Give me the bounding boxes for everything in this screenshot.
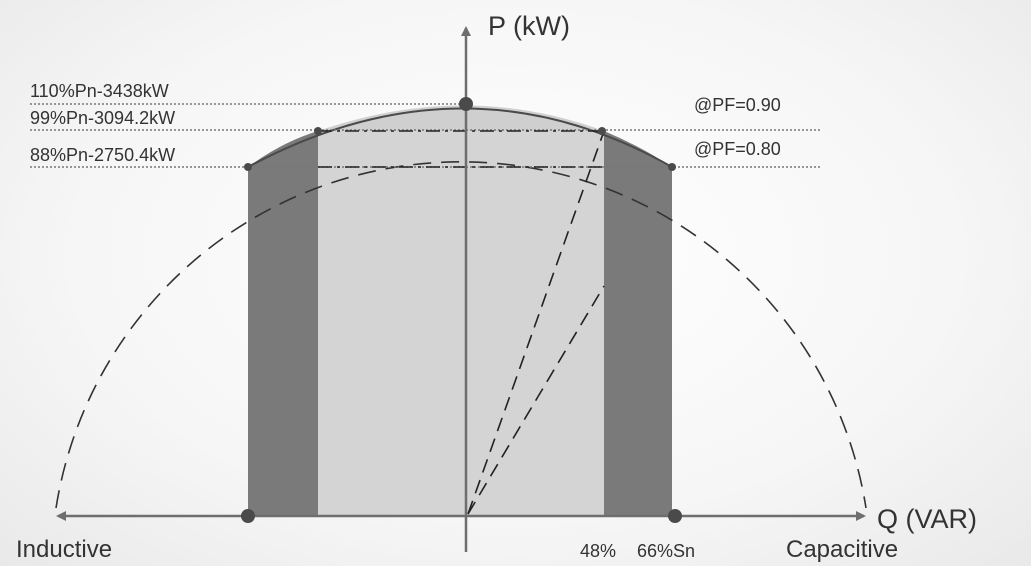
inductive-label: Inductive	[16, 536, 112, 563]
point-q-inductive	[241, 509, 255, 523]
point-99-left	[314, 127, 322, 135]
q-tick-48: 48%	[580, 541, 616, 561]
dark-band-capacitive	[604, 131, 672, 516]
pf-line-080	[467, 285, 605, 515]
level-label-110: 110%Pn-3438kW	[30, 81, 169, 101]
apparent-power-circle	[55, 161, 867, 509]
pf-line-090	[467, 130, 605, 515]
level-label-99: 99%Pn-3094.2kW	[30, 108, 175, 128]
pf-label-080: @PF=0.80	[694, 139, 781, 159]
light-band-top	[318, 105, 604, 131]
q-tick-66: 66%Sn	[637, 541, 695, 561]
light-band-48	[318, 130, 605, 516]
q-axis-label: Q (VAR)	[877, 504, 977, 534]
level-label-88: 88%Pn-2750.4kW	[30, 145, 175, 165]
point-99-right	[598, 127, 606, 135]
point-p110	[459, 97, 473, 111]
dark-band-inductive	[248, 131, 318, 516]
capacitive-label: Capacitive	[786, 536, 898, 563]
p-axis-label: P (kW)	[488, 11, 570, 41]
pf-label-090: @PF=0.90	[694, 95, 781, 115]
point-88-left	[244, 163, 252, 171]
point-q-capacitive	[668, 509, 682, 523]
point-88-right	[668, 163, 676, 171]
